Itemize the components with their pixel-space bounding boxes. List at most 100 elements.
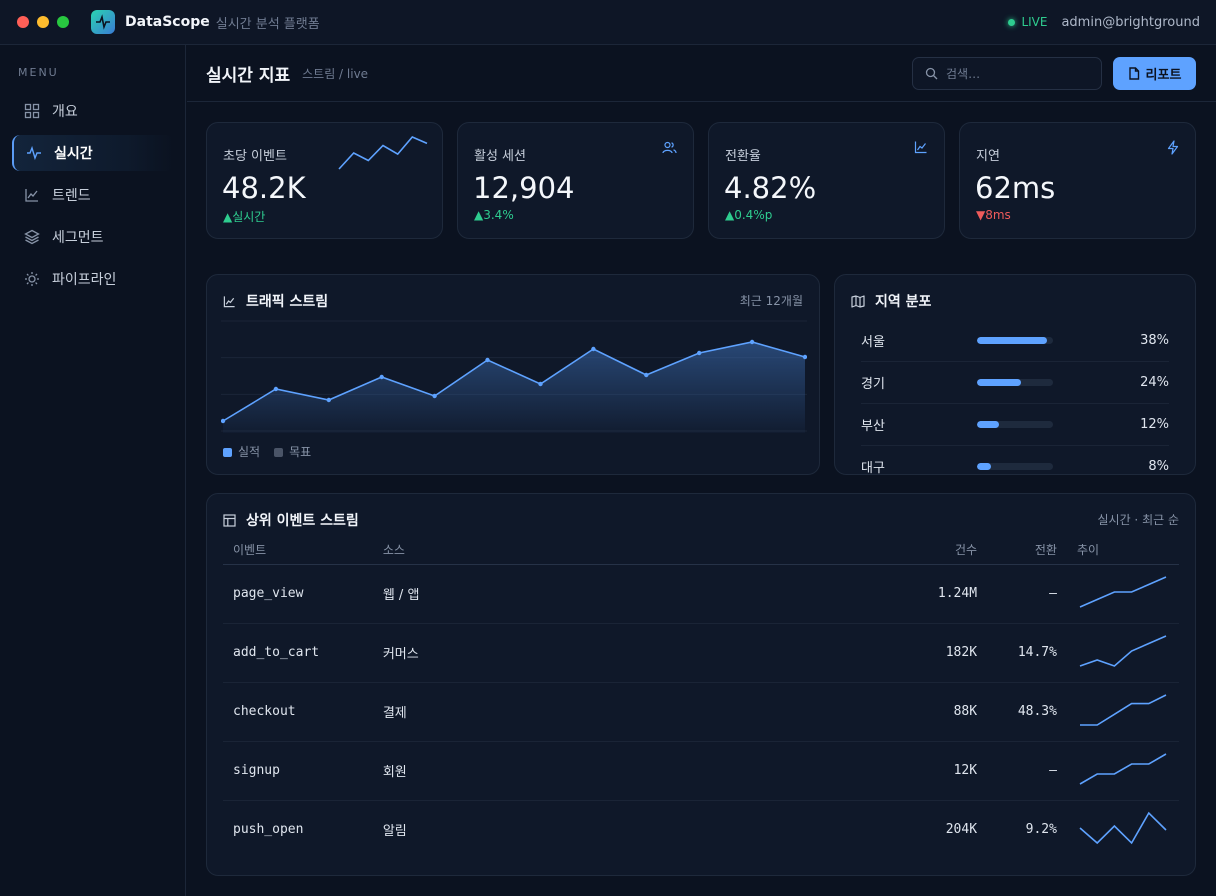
event-count: 1.24M [791, 564, 988, 624]
bolt-icon [1167, 140, 1179, 155]
sun-icon [25, 272, 39, 286]
layers-icon [24, 229, 40, 245]
kpi-label: 초당 이벤트 [223, 149, 287, 164]
table-row[interactable]: signup 회원 12K — [223, 741, 1179, 801]
traffic-title: 트래픽 스트림 [246, 294, 329, 310]
page-title: 실시간 지표 [206, 66, 291, 86]
kpi-delta: ▲3.4% [474, 208, 514, 222]
table-row[interactable]: push_open 알림 204K 9.2% [223, 800, 1179, 859]
data-point [326, 397, 331, 403]
event-source: 결제 [372, 682, 792, 742]
sparkline-line [1079, 575, 1167, 608]
sidebar-item-pipeline[interactable]: 파이프라인 [12, 261, 174, 297]
live-indicator-icon [1008, 18, 1016, 26]
column-header-trend[interactable]: 추이 [1066, 536, 1179, 565]
search-box [912, 57, 1102, 90]
events-title: 상위 이벤트 스트림 [246, 513, 359, 529]
column-header-source[interactable]: 소스 [372, 536, 792, 565]
data-point [538, 381, 543, 387]
region-name: 서울 [861, 335, 885, 350]
region-bar-track [977, 463, 1053, 470]
region-bar-track [977, 337, 1053, 344]
panel-title: 상위 이벤트 스트림 [223, 510, 359, 530]
region-bar-fill [977, 379, 1022, 386]
table-row[interactable]: page_view 웹 / 앱 1.24M — [223, 564, 1179, 624]
document-icon [1128, 67, 1139, 80]
chart-legend: 실적 목표 [223, 443, 311, 460]
column-header-event[interactable]: 이벤트 [223, 536, 373, 565]
traffic-stream-panel: 트래픽 스트림 최근 12개월 실적 목표 [206, 274, 820, 475]
data-point [221, 418, 226, 424]
top-events-panel: 상위 이벤트 스트림 실시간 · 최근 순 이벤트 소스 건수 전환 추이 pa… [206, 493, 1196, 876]
minimize-window-button[interactable] [37, 16, 49, 28]
kpi-value: 62ms [975, 171, 1056, 205]
region-percent: 38% [1140, 333, 1169, 348]
region-bar-fill [977, 463, 992, 470]
event-source: 회원 [372, 741, 792, 801]
event-trend-cell [1066, 682, 1179, 742]
table-row[interactable]: checkout 결제 88K 48.3% [223, 682, 1179, 742]
event-source: 웹 / 앱 [372, 564, 792, 624]
sparkline-line [1079, 693, 1167, 726]
event-source: 커머스 [372, 623, 792, 683]
column-header-conversion[interactable]: 전환 [987, 536, 1067, 565]
event-trend-sparkline [1079, 811, 1167, 845]
event-conversion: 9.2% [1025, 822, 1057, 838]
breadcrumb: 스트림 / live [302, 67, 369, 81]
event-name: signup [223, 741, 373, 801]
event-trend-cell [1066, 623, 1179, 683]
maximize-window-button[interactable] [57, 16, 69, 28]
event-trend-sparkline [1079, 575, 1167, 608]
kpi-label: 지연 [976, 149, 1000, 164]
sparkline-line [338, 136, 428, 170]
kpi-delta: ▼8ms [976, 208, 1011, 222]
series-line-actual [222, 341, 806, 422]
region-name: 대구 [861, 461, 885, 475]
data-point [749, 339, 755, 345]
event-conversion: 48.3% [987, 682, 1067, 742]
event-count: 12K [791, 741, 988, 801]
report-button-label: 리포트 [1145, 68, 1182, 83]
event-trend-sparkline [1079, 634, 1167, 667]
window-controls [17, 16, 69, 28]
region-bar-fill [977, 421, 1000, 428]
title-bar: DataScope 실시간 분석 플랫폼 LIVE admin@brightgr… [0, 0, 1216, 45]
kpi-label: 활성 세션 [474, 149, 526, 164]
sparkline-line [1079, 634, 1167, 667]
event-conversion: — [987, 564, 1067, 624]
map-icon [851, 294, 865, 308]
data-point [379, 374, 384, 380]
event-count: 182K [791, 623, 988, 683]
kpi-value: 12,904 [473, 171, 575, 205]
event-name: checkout [223, 682, 373, 742]
report-button[interactable]: 리포트 [1113, 57, 1196, 90]
search-input[interactable] [946, 66, 1086, 81]
region-bar-track [977, 421, 1053, 428]
region-name: 부산 [861, 419, 885, 434]
data-point [432, 393, 437, 399]
live-status: LIVE [1021, 15, 1048, 29]
sidebar-item-realtime[interactable]: 실시간 [12, 135, 174, 171]
trend-icon [25, 189, 38, 202]
sidebar-item-overview[interactable]: 개요 [12, 93, 174, 129]
event-count: 88K [791, 682, 988, 742]
page-header: 실시간 지표 스트림 / live 리포트 [187, 46, 1216, 102]
close-window-button[interactable] [17, 16, 29, 28]
event-conversion: — [987, 741, 1067, 801]
kpi-label: 전환율 [725, 149, 761, 164]
sidebar-item-label: 세그먼트 [52, 230, 104, 246]
sidebar-item-label: 파이프라인 [52, 272, 117, 288]
sidebar-item-segment[interactable]: 세그먼트 [12, 219, 174, 255]
user-account[interactable]: admin@brightground [1061, 14, 1200, 30]
search-icon [925, 67, 938, 80]
region-row: 부산 12% [861, 404, 1169, 446]
event-trend-sparkline [1079, 693, 1167, 726]
app-subtitle: 실시간 분석 플랫폼 [215, 16, 320, 32]
data-point [485, 357, 490, 363]
event-trend-cell [1066, 741, 1179, 801]
app-logo-icon [91, 10, 115, 34]
table-row[interactable]: add_to_cart 커머스 182K 14.7% [223, 623, 1179, 683]
sparkline-line [1079, 752, 1167, 785]
column-header-count[interactable]: 건수 [791, 536, 988, 565]
sidebar-item-trend[interactable]: 트렌드 [12, 177, 174, 213]
